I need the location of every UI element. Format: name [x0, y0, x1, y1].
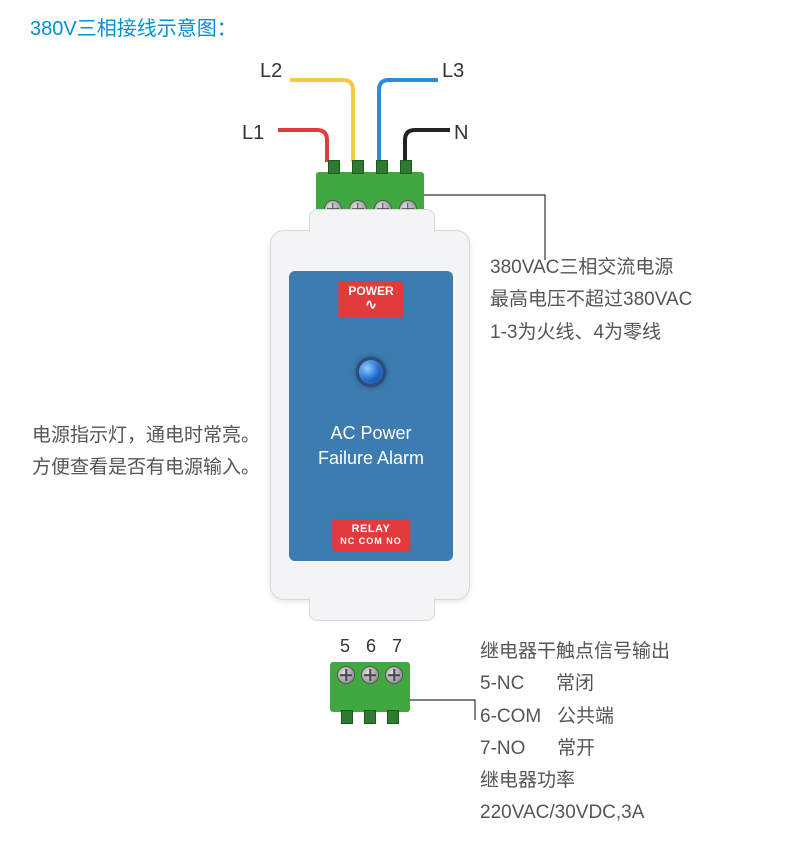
- annot-line: 方便查看是否有电源输入。: [32, 452, 260, 484]
- term-num-6: 6: [366, 636, 376, 657]
- annot-line: 5-NC 常闭: [480, 668, 670, 700]
- term-num-5: 5: [340, 636, 350, 657]
- top-pin: [376, 160, 388, 174]
- device-faceplate: POWER ∿ AC Power Failure Alarm RELAY NC …: [289, 271, 453, 561]
- term-num-7: 7: [392, 636, 402, 657]
- annotation-top-right: 380VAC三相交流电源 最高电压不超过380VAC 1-3为火线、4为零线: [490, 252, 692, 349]
- device-text-line1: AC Power: [289, 421, 453, 446]
- annot-line: 6-COM 公共端: [480, 701, 670, 733]
- annot-line: 380VAC三相交流电源: [490, 252, 692, 284]
- bottom-pin: [364, 710, 376, 724]
- power-badge: POWER ∿: [338, 281, 403, 318]
- bottom-pin: [341, 710, 353, 724]
- wire-L1: [278, 130, 327, 162]
- relay-sub: NC COM NO: [340, 536, 402, 548]
- leader-bottom-line: [408, 700, 475, 720]
- top-pin: [352, 160, 364, 174]
- label-L1: L1: [242, 122, 264, 145]
- screw-icon: [385, 666, 403, 684]
- wire-L2: [290, 80, 353, 162]
- bottom-pin-row: [330, 710, 410, 724]
- annot-line: 1-3为火线、4为零线: [490, 317, 692, 349]
- label-N: N: [454, 122, 468, 145]
- device-text-line2: Failure Alarm: [289, 446, 453, 471]
- power-led-icon: [356, 357, 386, 387]
- annot-line: 最高电压不超过380VAC: [490, 284, 692, 316]
- bottom-terminal-block: [330, 662, 410, 712]
- annot-line: 220VAC/30VDC,3A: [480, 797, 670, 829]
- wire-L3: [379, 80, 438, 162]
- screw-icon: [361, 666, 379, 684]
- relay-badge: RELAY NC COM NO: [332, 519, 410, 551]
- sine-icon: ∿: [348, 296, 393, 313]
- label-L2: L2: [260, 60, 282, 83]
- top-pin-row: [316, 160, 424, 174]
- annot-line: 继电器干触点信号输出: [480, 636, 670, 668]
- annot-line: 电源指示灯，通电时常亮。: [32, 420, 260, 452]
- label-L3: L3: [442, 60, 464, 83]
- top-pin: [328, 160, 340, 174]
- device-text: AC Power Failure Alarm: [289, 421, 453, 471]
- annot-line: 7-NO 常开: [480, 733, 670, 765]
- bottom-screw-row: [330, 666, 410, 684]
- annotation-bottom-right: 继电器干触点信号输出 5-NC 常闭 6-COM 公共端 7-NO 常开 继电器…: [480, 636, 670, 830]
- relay-label: RELAY: [352, 523, 391, 535]
- screw-icon: [337, 666, 355, 684]
- device-body: POWER ∿ AC Power Failure Alarm RELAY NC …: [270, 230, 470, 600]
- wire-N: [405, 130, 450, 162]
- annot-line: 继电器功率: [480, 765, 670, 797]
- annotation-led: 电源指示灯，通电时常亮。 方便查看是否有电源输入。: [32, 420, 260, 485]
- bottom-pin: [387, 710, 399, 724]
- top-pin: [400, 160, 412, 174]
